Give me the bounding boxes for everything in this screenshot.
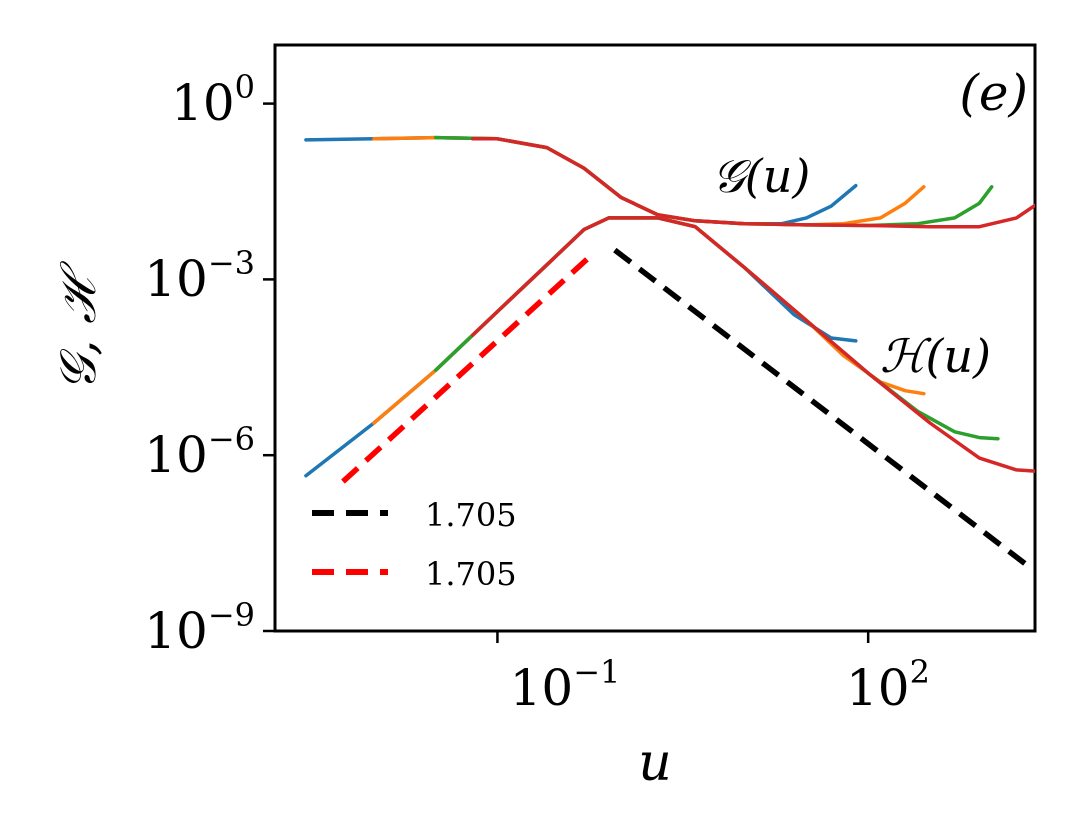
series-line-H-red bbox=[470, 216, 1035, 473]
reference-lines bbox=[341, 247, 1031, 569]
y-axis-ticks bbox=[263, 102, 275, 633]
x-axis-ticks bbox=[496, 631, 870, 643]
y-tick-label: 10−3 bbox=[144, 244, 255, 308]
series-line-H-orange bbox=[372, 216, 926, 425]
y-tick-label: 10−6 bbox=[144, 420, 255, 484]
y-tick-label: 10−9 bbox=[144, 596, 255, 660]
x-axis-label: u bbox=[638, 733, 672, 793]
series-lines bbox=[304, 135, 1035, 478]
panel-label: (e) bbox=[959, 64, 1028, 122]
legend-label-black: 1.705 bbox=[425, 496, 517, 534]
y-axis-label: 𝒢, ℋ bbox=[49, 261, 107, 391]
legend: 1.705 1.705 bbox=[312, 496, 517, 593]
y-tick-label: 100 bbox=[171, 68, 255, 132]
series-line-G-red bbox=[470, 137, 1035, 229]
plot-frame bbox=[273, 43, 1037, 633]
x-tick-label: 102 bbox=[846, 653, 930, 717]
h-curve-label: ℋ(u) bbox=[880, 329, 991, 383]
reference-line-red-slope bbox=[341, 250, 596, 484]
reference-line-black-slope bbox=[613, 247, 1031, 569]
legend-label-red: 1.705 bbox=[425, 555, 517, 593]
g-curve-label: 𝒢(u) bbox=[712, 149, 810, 203]
x-tick-label: 10−1 bbox=[510, 653, 621, 717]
